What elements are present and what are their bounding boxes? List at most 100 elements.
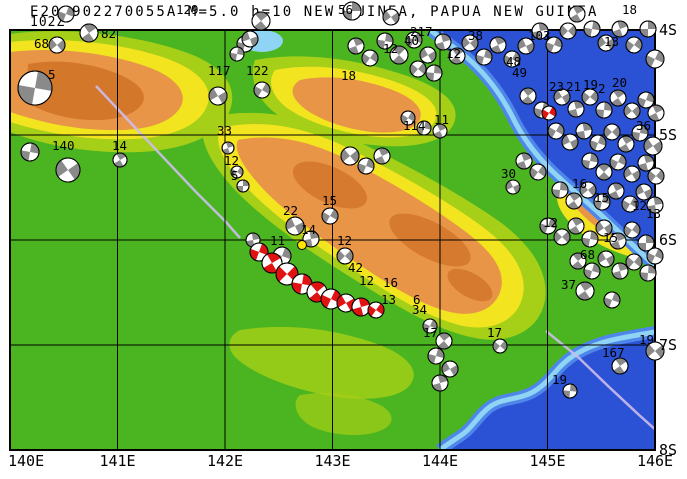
- beachball-gray: [559, 22, 577, 40]
- beachball-gray: [589, 134, 607, 152]
- boundary-line-west: [95, 85, 241, 239]
- depth-label: 122: [246, 63, 269, 78]
- beachball-gray: [253, 81, 271, 99]
- beachball-gray: [285, 216, 305, 236]
- beachball-gray: [515, 152, 533, 170]
- depth-label: 15: [322, 193, 337, 208]
- beachball-gray: [357, 157, 375, 175]
- depth-label: 30: [501, 166, 516, 181]
- beachball-gray: [230, 165, 244, 179]
- beachball-layer: [17, 1, 665, 399]
- beachball-gray: [503, 50, 521, 68]
- beachball-gray: [448, 47, 466, 65]
- beachball-gray: [595, 101, 613, 119]
- depth-label: 18: [622, 2, 637, 17]
- depth-label: 15: [594, 190, 609, 205]
- beachball-gray: [48, 36, 66, 54]
- depth-label: 68: [34, 36, 49, 51]
- beachball-red: [336, 293, 356, 313]
- beachball-gray: [603, 291, 621, 309]
- depth-label: 40: [404, 33, 419, 48]
- beachball-gray: [625, 36, 643, 54]
- beachball-gray: [583, 262, 601, 280]
- depth-label: 16: [383, 275, 398, 290]
- beachball-gray: [607, 182, 625, 200]
- y-axis-tick-label: 8S: [659, 441, 677, 459]
- depth-label: 33: [217, 123, 232, 138]
- beachball-gray: [611, 357, 629, 375]
- depth-label: 140: [52, 138, 75, 153]
- beachball-gray: [567, 100, 585, 118]
- beachball-gray: [517, 37, 535, 55]
- beachball-gray: [645, 49, 665, 69]
- beachball-gray: [565, 192, 583, 210]
- depth-label: 19: [639, 332, 654, 347]
- beachball-gray: [529, 163, 547, 181]
- beachball-gray: [416, 120, 432, 136]
- beachball-gray: [382, 8, 400, 26]
- depth-label: 12: [224, 153, 239, 168]
- depth-label: 38: [468, 28, 483, 43]
- beachball-gray: [593, 193, 611, 211]
- depth-label: 14: [301, 222, 316, 237]
- x-axis-tick-label: 145E: [529, 452, 565, 470]
- beachball-gray: [625, 253, 643, 271]
- y-axis-tick-label: 7S: [659, 336, 677, 354]
- depth-label: 48: [506, 54, 521, 69]
- beachball-gray: [492, 338, 508, 354]
- beachball-gray: [569, 252, 587, 270]
- beachball-gray: [611, 20, 629, 38]
- terrain-south-foothills-2: [295, 393, 392, 436]
- depth-label: 17: [423, 325, 438, 340]
- depth-label: 37: [561, 277, 576, 292]
- beachball-gray: [432, 123, 448, 139]
- beachball-gray: [251, 11, 271, 31]
- depth-label: 22: [283, 203, 298, 218]
- ocean-gulf-coastline: [438, 329, 655, 450]
- map-frame: [9, 29, 656, 451]
- depth-label: 217: [410, 24, 433, 39]
- boundary-line-southeast: [545, 330, 655, 431]
- beachball-gray: [646, 247, 664, 265]
- beachball-gray: [342, 1, 362, 21]
- depth-label: 12: [632, 198, 647, 213]
- beachball-gray: [595, 219, 613, 237]
- beachball-gray: [597, 250, 615, 268]
- beachball-gray: [400, 110, 416, 126]
- beachball-gray: [581, 88, 599, 106]
- beachball-gray: [531, 22, 549, 40]
- beachball-gray: [647, 104, 665, 122]
- depth-label: 14: [112, 138, 127, 153]
- beachball-gray: [376, 32, 394, 50]
- beachball-gray: [562, 383, 578, 399]
- depth-label: 17: [487, 325, 502, 340]
- depth-label: 42: [348, 260, 363, 275]
- plot-title: E200902270055A M=5.0 h=10 NEW GUINEA, PA…: [30, 4, 599, 20]
- beachball-gray: [547, 122, 565, 140]
- beachball-gray: [623, 102, 641, 120]
- depth-label: 19: [552, 372, 567, 387]
- depth-label: 68: [580, 247, 595, 262]
- beachball-gray: [595, 163, 613, 181]
- beachball-red: [306, 281, 328, 303]
- beachball-gray: [551, 181, 569, 199]
- beachball-gray: [340, 146, 360, 166]
- depth-label: 167: [602, 345, 625, 360]
- depth-label: 34: [412, 302, 427, 317]
- beachball-gray: [568, 5, 586, 23]
- depth-label: 23: [549, 79, 564, 94]
- depth-label: 13: [604, 34, 619, 49]
- beachball-gray: [361, 49, 379, 67]
- beachball-gray: [236, 179, 250, 193]
- beachball-gray: [637, 234, 655, 252]
- depth-label: 12: [543, 215, 558, 230]
- beachball-gray: [489, 36, 507, 54]
- depth-label: 12: [359, 273, 374, 288]
- depth-label: 49: [512, 65, 527, 80]
- depth-label: 20: [612, 75, 627, 90]
- beachball-gray: [609, 232, 627, 250]
- beachball-gray: [389, 45, 409, 65]
- beachball-gray: [208, 86, 228, 106]
